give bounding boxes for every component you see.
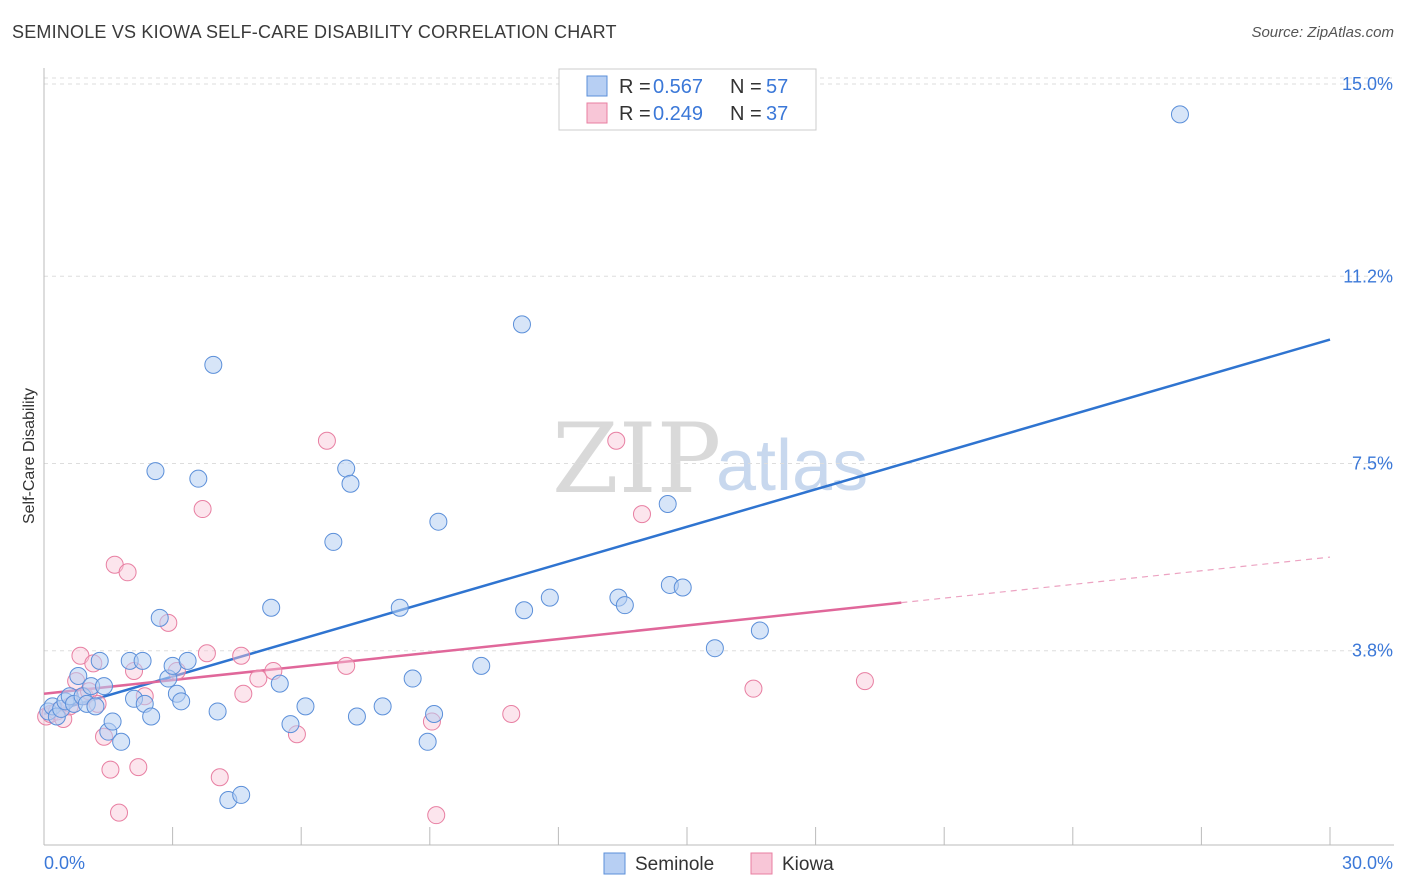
seminole-point-49: [512, 315, 531, 334]
seminole-point-11: [86, 697, 105, 716]
seminole-point-51: [540, 588, 559, 607]
source-label: Source: ZipAtlas.com: [1251, 24, 1394, 41]
seminole-points: [39, 105, 1189, 809]
seminole-point-38: [324, 532, 343, 551]
kiowa-point-34: [607, 431, 626, 450]
trendlines: [43, 338, 1331, 716]
seminole-point-15: [103, 712, 122, 731]
legend-r-label-kiowa: R =: [619, 103, 651, 125]
kiowa-point-33: [502, 704, 521, 723]
legend-r-kiowa: 0.249: [653, 103, 703, 125]
seminole-point-30: [204, 355, 223, 374]
seminole-point-46: [425, 704, 444, 723]
kiowa-point-21: [193, 500, 212, 519]
trendline-seminole: [43, 338, 1331, 716]
kiowa-point-35: [632, 505, 651, 524]
kiowa-point-24: [232, 646, 251, 665]
seminole-point-28: [178, 651, 197, 670]
seminole-point-41: [347, 707, 366, 726]
y-tick-label-0: 3.8%: [1352, 641, 1393, 661]
trendline-extension-kiowa: [901, 556, 1331, 604]
seminole-point-44: [403, 669, 422, 688]
kiowa-point-25: [234, 684, 253, 703]
seminole-point-42: [373, 697, 392, 716]
bottom-legend-swatch-kiowa: [750, 852, 773, 875]
seminole-point-33: [232, 785, 251, 804]
seminole-point-25: [163, 656, 182, 675]
kiowa-point-29: [317, 431, 336, 450]
kiowa-point-32: [427, 806, 446, 825]
y-tick-label-3: 15.0%: [1342, 74, 1393, 94]
gridlines: [44, 77, 1394, 652]
kiowa-point-14: [110, 803, 129, 822]
seminole-point-39: [337, 459, 356, 478]
legend-r-seminole: 0.567: [653, 76, 703, 98]
bottom-legend: Seminole Kiowa: [603, 852, 834, 875]
seminole-point-59: [1170, 105, 1189, 124]
kiowa-point-36: [744, 679, 763, 698]
legend: R = 0.567 N = 57 R = 0.249 N = 37: [558, 68, 817, 131]
seminole-point-57: [705, 639, 724, 658]
x-tick-label-0: 0.0%: [44, 853, 85, 873]
legend-swatch-kiowa: [586, 102, 608, 124]
kiowa-point-23: [210, 768, 229, 787]
seminole-point-22: [146, 462, 165, 481]
seminole-point-16: [112, 732, 131, 751]
y-tick-label-1: 7.5%: [1352, 454, 1393, 474]
watermark-atlas: atlas: [716, 426, 868, 506]
kiowa-point-17: [129, 758, 148, 777]
seminole-point-29: [189, 469, 208, 488]
seminole-point-37: [296, 697, 315, 716]
legend-n-label-kiowa: N =: [730, 103, 762, 125]
seminole-point-54: [658, 494, 677, 513]
seminole-point-36: [281, 715, 300, 734]
legend-n-kiowa: 37: [766, 103, 788, 125]
seminole-point-50: [515, 601, 534, 620]
chart-title: SEMINOLE VS KIOWA SELF-CARE DISABILITY C…: [12, 22, 617, 42]
seminole-point-34: [262, 598, 281, 617]
bottom-legend-seminole: Seminole: [635, 854, 714, 875]
seminole-point-45: [418, 732, 437, 751]
kiowa-point-30: [337, 656, 356, 675]
kiowa-point-15: [118, 563, 137, 582]
seminole-point-35: [270, 674, 289, 693]
seminole-point-21: [142, 707, 161, 726]
seminole-point-23: [150, 608, 169, 627]
seminole-point-56: [673, 578, 692, 597]
bottom-legend-kiowa: Kiowa: [782, 854, 834, 875]
seminole-point-48: [472, 656, 491, 675]
seminole-point-12: [90, 651, 109, 670]
kiowa-point-12: [101, 760, 120, 779]
legend-n-label-seminole: N =: [730, 76, 762, 98]
seminole-point-43: [390, 598, 409, 617]
axes: [43, 68, 1394, 846]
watermark-zip: ZIP: [552, 403, 721, 515]
legend-n-seminole: 57: [766, 76, 788, 98]
y-axis-label: Self-Care Disability: [21, 388, 38, 524]
seminole-point-7: [69, 667, 88, 686]
seminole-point-13: [95, 677, 114, 696]
seminole-point-40: [341, 474, 360, 493]
y-tick-label-2: 11.2%: [1343, 266, 1393, 286]
seminole-point-53: [615, 596, 634, 615]
seminole-point-58: [750, 621, 769, 640]
x-tick-label-1: 30.0%: [1342, 853, 1393, 873]
kiowa-point-26: [249, 669, 268, 688]
trendline-kiowa: [43, 601, 902, 695]
bottom-legend-swatch-seminole: [603, 852, 626, 875]
kiowa-point-37: [855, 672, 874, 691]
tick-labels: 3.8% 7.5% 11.2% 15.0% 0.0% 30.0%: [44, 74, 1393, 873]
seminole-point-47: [429, 512, 448, 531]
seminole-point-19: [133, 651, 152, 670]
legend-r-label-seminole: R =: [619, 76, 651, 98]
seminole-point-31: [208, 702, 227, 721]
legend-swatch-seminole: [586, 75, 608, 97]
seminole-point-27: [172, 692, 191, 711]
kiowa-point-22: [197, 644, 216, 663]
